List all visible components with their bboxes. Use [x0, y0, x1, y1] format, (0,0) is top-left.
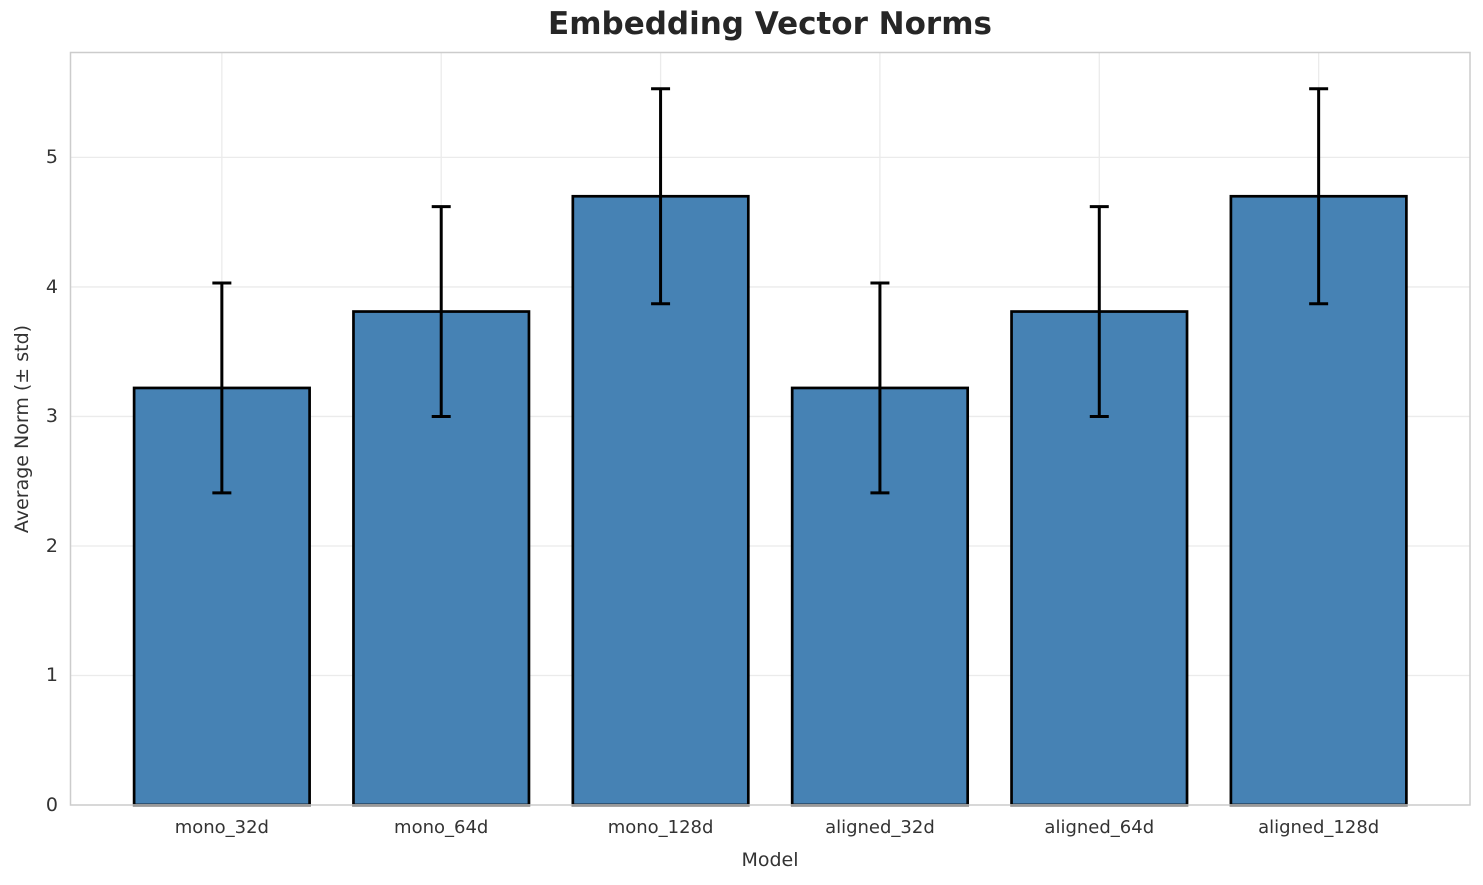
y-tick-label-0: 0 — [45, 794, 58, 816]
x-tick-label-mono_32d: mono_32d — [174, 817, 269, 838]
x-axis-label: Model — [741, 849, 799, 871]
y-tick-label-2: 2 — [45, 534, 58, 557]
axes-spines — [69, 51, 1471, 806]
y-tick-label-3: 3 — [45, 405, 58, 428]
y-axis-label: Average Norm (± std) — [11, 324, 33, 534]
y-tick-label-5: 5 — [45, 146, 58, 169]
x-tick-label-mono_64d: mono_64d — [394, 817, 489, 838]
x-tick-label-aligned_128d: aligned_128d — [1258, 817, 1380, 838]
x-tick-label-mono_128d: mono_128d — [607, 817, 714, 838]
chart-title: Embedding Vector Norms — [548, 6, 992, 42]
y-tick-label-1: 1 — [45, 664, 58, 687]
x-tick-label-aligned_64d: aligned_64d — [1044, 817, 1155, 838]
x-tick-label-aligned_32d: aligned_32d — [825, 817, 935, 838]
y-tick-label-4: 4 — [45, 275, 58, 298]
